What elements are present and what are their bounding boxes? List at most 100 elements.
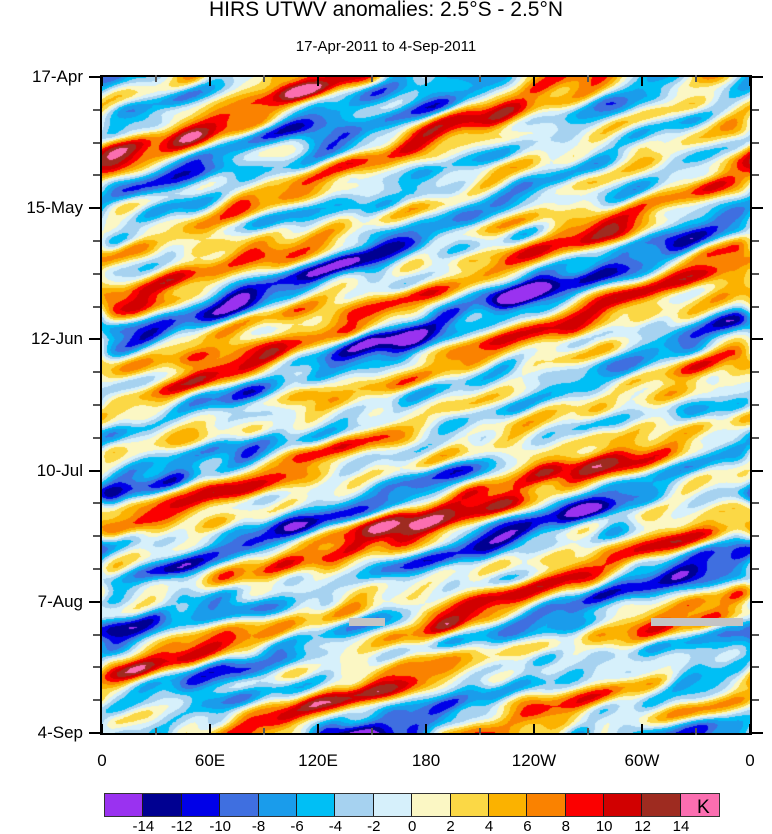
x-axis-major-tick	[641, 75, 643, 86]
y-axis-minor-tick	[752, 240, 759, 242]
x-axis-major-tick	[641, 724, 643, 735]
x-axis-minor-tick	[695, 728, 697, 735]
figure-subtitle: 17-Apr-2011 to 4-Sep-2011	[295, 38, 477, 55]
x-axis-tick-label: 120E	[298, 751, 338, 770]
x-axis-tick-label: 120W	[511, 751, 557, 770]
colorbar-swatch	[642, 794, 681, 816]
y-axis-major-tick	[752, 76, 763, 78]
y-axis-minor-tick	[93, 535, 100, 538]
x-axis-minor-tick	[479, 728, 481, 735]
y-axis-minor-tick	[93, 699, 100, 702]
colorbar-tick-label: 2	[446, 818, 455, 834]
y-axis-minor-tick	[93, 305, 100, 308]
x-axis-major-tick	[209, 75, 211, 86]
colorbar-swatch	[604, 794, 643, 816]
y-axis-tick-label: 7-Aug	[37, 591, 83, 611]
colorbar-tick-label: 14	[672, 818, 690, 834]
y-axis-minor-tick	[752, 699, 759, 702]
colorbar-tick-label: 10	[595, 818, 613, 834]
colorbar-swatch	[565, 794, 605, 816]
y-axis-major-tick	[752, 600, 763, 603]
x-axis-major-tick	[425, 724, 427, 735]
x-axis-major-tick	[209, 724, 211, 735]
y-axis-minor-tick	[93, 568, 100, 570]
colorbar-swatch	[373, 794, 413, 816]
x-axis-tick-label: 0	[97, 751, 107, 770]
x-axis-major-tick	[317, 724, 319, 735]
colorbar-swatch	[143, 794, 182, 816]
y-axis-minor-tick	[752, 502, 759, 505]
colorbar-swatch	[450, 794, 489, 816]
y-axis-tick-label: 15-May	[26, 198, 83, 218]
x-axis-minor-tick	[263, 75, 265, 82]
x-axis-minor-tick	[479, 75, 481, 82]
figure-title: HIRS UTWV anomalies: 2.5°S - 2.5°N	[208, 0, 564, 21]
colorbar-tick-label: 12	[634, 818, 651, 834]
x-axis-minor-tick	[695, 75, 697, 82]
y-axis-major-tick	[752, 207, 763, 210]
y-axis-major-tick	[89, 600, 100, 603]
y-axis-major-tick	[89, 338, 100, 341]
y-axis-tick-label: 12-Jun	[31, 329, 83, 349]
colorbar	[104, 793, 721, 817]
plot-area	[100, 75, 752, 735]
x-axis-tick-label: 180	[411, 751, 441, 770]
missing-data-bar	[651, 618, 743, 626]
x-axis-major-tick	[101, 724, 103, 735]
y-axis-minor-tick	[93, 633, 100, 636]
y-axis-major-tick	[752, 469, 763, 472]
y-axis-major-tick	[89, 76, 100, 78]
colorbar-swatch	[680, 794, 720, 816]
y-axis-major-tick	[89, 469, 100, 472]
x-axis-minor-tick	[155, 728, 157, 735]
colorbar-tick-label: 8	[561, 818, 570, 834]
y-axis-tick-label: 10-Jul	[36, 460, 83, 480]
y-axis-minor-tick	[752, 666, 759, 669]
x-axis-major-tick	[533, 75, 535, 86]
y-axis-minor-tick	[752, 404, 759, 406]
colorbar-swatch	[412, 794, 451, 816]
colorbar-tick-label: -14	[132, 818, 155, 834]
y-axis-minor-tick	[752, 141, 759, 144]
y-axis-minor-tick	[93, 174, 100, 177]
x-axis-major-tick	[317, 75, 319, 86]
colorbar-unit-label: K	[697, 797, 710, 818]
colorbar-tick-label: 0	[408, 818, 417, 834]
y-axis-minor-tick	[93, 666, 100, 669]
x-axis-minor-tick	[371, 728, 373, 735]
colorbar-swatch	[181, 794, 221, 816]
y-axis-minor-tick	[752, 436, 759, 439]
y-axis-minor-tick	[752, 272, 759, 275]
colorbar-swatch	[296, 794, 336, 816]
anomaly-field-heatmap	[102, 77, 750, 733]
y-axis-minor-tick	[93, 436, 100, 439]
y-axis-major-tick	[752, 338, 763, 341]
y-axis-major-tick	[89, 207, 100, 210]
y-axis-minor-tick	[93, 371, 100, 374]
y-axis-tick-label: 4-Sep	[37, 723, 83, 742]
x-axis-tick-label: 60E	[194, 751, 226, 770]
x-axis-minor-tick	[587, 75, 589, 82]
y-axis-minor-tick	[93, 240, 100, 242]
colorbar-tick-label: -4	[328, 818, 343, 834]
colorbar-tick-label: -10	[209, 818, 232, 834]
colorbar-swatch	[220, 794, 259, 816]
colorbar-tick-label: 6	[523, 818, 532, 834]
colorbar-swatch	[105, 794, 144, 816]
y-axis-minor-tick	[752, 108, 759, 111]
colorbar-tick-label: -8	[251, 818, 266, 834]
y-axis-minor-tick	[752, 174, 759, 177]
colorbar-swatch	[527, 794, 566, 816]
x-axis-minor-tick	[587, 728, 589, 735]
colorbar-tick-label: -12	[170, 818, 193, 834]
colorbar-tick-label: -2	[367, 818, 381, 834]
y-axis-major-tick	[752, 732, 763, 734]
x-axis-major-tick	[101, 75, 103, 86]
colorbar-tick-label: 4	[484, 818, 494, 834]
x-axis-major-tick	[425, 75, 427, 86]
y-axis-minor-tick	[752, 371, 759, 374]
y-axis-minor-tick	[752, 535, 759, 538]
x-axis-minor-tick	[263, 728, 265, 735]
x-axis-tick-label: 0	[745, 751, 755, 770]
